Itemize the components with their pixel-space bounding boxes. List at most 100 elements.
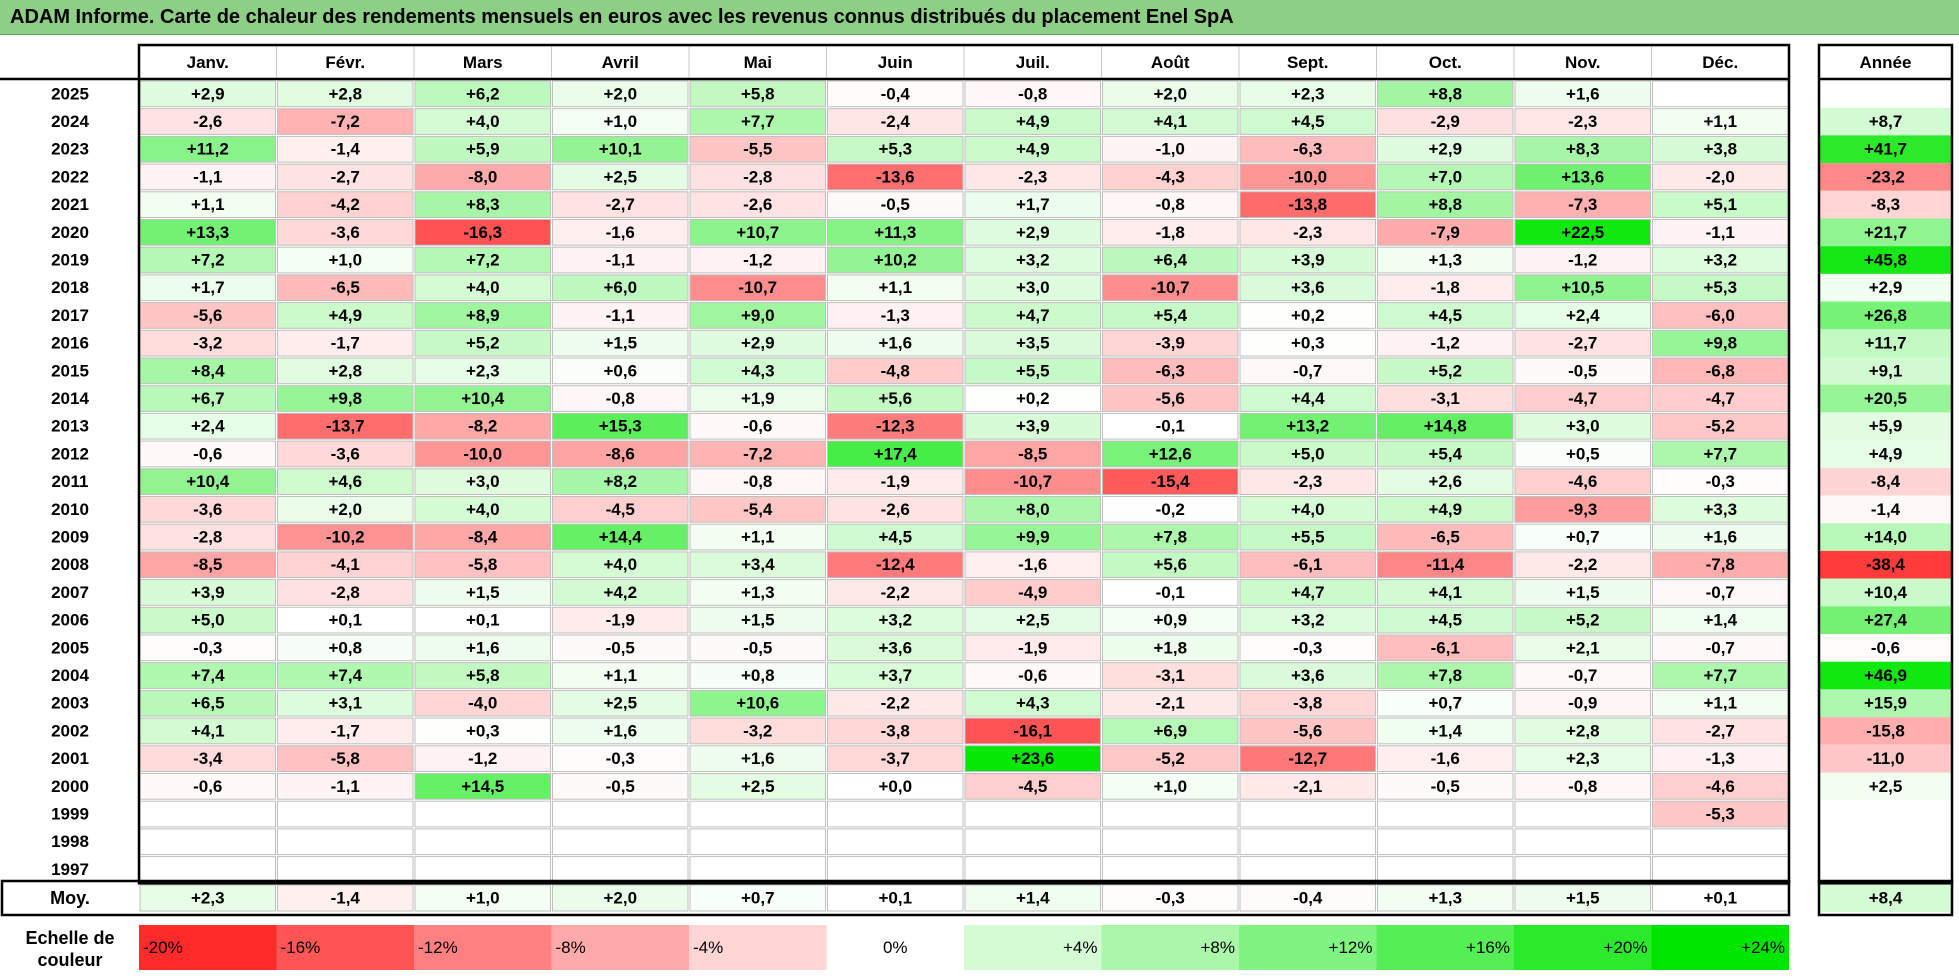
- heatmap-cell: [1102, 274, 1239, 302]
- heatmap-value: +0,5: [1566, 444, 1600, 463]
- heatmap-value: +10,1: [599, 140, 642, 159]
- heatmap-value: +2,4: [191, 417, 225, 436]
- heatmap-cell: [552, 828, 689, 856]
- heatmap-value: -0,7: [1293, 361, 1322, 380]
- heatmap-value: -2,3: [1018, 167, 1047, 186]
- heatmap-cell: [1239, 551, 1376, 579]
- heatmap-cell: [1652, 385, 1789, 412]
- heatmap-value: -6,3: [1156, 361, 1185, 380]
- heatmap-cell: [1514, 412, 1651, 440]
- annual-header-label: Année: [1860, 53, 1912, 72]
- heatmap-value: +2,1: [1566, 638, 1600, 657]
- heatmap-value: -2,6: [881, 500, 910, 519]
- heatmap-value: +3,0: [1016, 278, 1050, 297]
- heatmap-cell: [689, 800, 826, 828]
- heatmap-cell: [1239, 163, 1376, 191]
- annual-cell: [1819, 689, 1952, 718]
- heatmap-cell: [1377, 302, 1514, 329]
- year-label: 2025: [51, 84, 89, 103]
- heatmap-cell: [1652, 606, 1789, 634]
- heatmap-value: +3,9: [1291, 251, 1325, 270]
- heatmap-value: -13,7: [326, 417, 365, 436]
- heatmap-value: -10,0: [463, 444, 502, 463]
- heatmap-value: +1,0: [603, 112, 637, 131]
- heatmap-value: +2,5: [603, 694, 637, 713]
- year-label: 2012: [51, 444, 89, 463]
- heatmap-cell: [552, 412, 689, 440]
- heatmap-value: +3,6: [1291, 666, 1325, 685]
- heatmap-cell: [1239, 468, 1376, 495]
- year-label: 2019: [51, 251, 89, 270]
- heatmap-cell: [1239, 135, 1376, 163]
- heatmap-cell: [552, 689, 689, 717]
- heatmap-cell: [1102, 163, 1239, 191]
- heatmap-cell: [139, 385, 276, 412]
- heatmap-cell: [1514, 108, 1651, 135]
- heatmap-cell: [552, 219, 689, 246]
- heatmap-cell: [414, 717, 551, 745]
- heatmap-value: -1,2: [1431, 334, 1460, 353]
- heatmap-cell: [689, 357, 826, 385]
- heatmap-cell: [1377, 579, 1514, 606]
- average-value: -0,4: [1293, 888, 1323, 907]
- heatmap-cell: [1239, 856, 1376, 883]
- heatmap-cell: [414, 773, 551, 800]
- annual-value: -1,4: [1871, 500, 1901, 519]
- heatmap-cell: [1377, 135, 1514, 163]
- heatmap-cell: [277, 468, 414, 495]
- heatmap-cell: [277, 634, 414, 662]
- heatmap-cell: [1652, 274, 1789, 302]
- heatmap-value: +3,6: [1291, 278, 1325, 297]
- heatmap-value: -0,8: [606, 389, 635, 408]
- annual-cell: [1819, 246, 1952, 274]
- heatmap-cell: [1514, 496, 1651, 523]
- heatmap-value: +2,8: [328, 361, 362, 380]
- heatmap-cell: [1102, 468, 1239, 495]
- annual-value: +41,7: [1864, 140, 1907, 159]
- annual-value: +10,4: [1864, 583, 1908, 602]
- heatmap-cell: [1239, 662, 1376, 689]
- heatmap-value: -3,1: [1431, 389, 1460, 408]
- year-label: 2013: [51, 417, 89, 436]
- heatmap-value: -0,7: [1706, 583, 1735, 602]
- heatmap-cell: [414, 523, 551, 551]
- heatmap-cell: [1652, 856, 1789, 883]
- heatmap-value: -3,4: [193, 749, 223, 768]
- heatmap-cell: [139, 246, 276, 274]
- annual-cell: [1819, 495, 1952, 524]
- heatmap-value: +5,0: [1291, 444, 1325, 463]
- heatmap-cell: [1652, 551, 1789, 579]
- heatmap-value: +5,3: [1703, 278, 1737, 297]
- heatmap-value: +9,8: [1703, 334, 1737, 353]
- heatmap-cell: [552, 551, 689, 579]
- heatmap-value: -2,1: [1156, 694, 1185, 713]
- heatmap-cell: [1102, 496, 1239, 523]
- heatmap-value: +8,3: [466, 195, 500, 214]
- heatmap-cell: [277, 80, 414, 108]
- heatmap-value: +2,5: [741, 777, 775, 796]
- heatmap-value: -8,2: [468, 417, 497, 436]
- heatmap-cell: [1514, 80, 1651, 108]
- heatmap-value: -4,6: [1706, 777, 1735, 796]
- heatmap-value: +1,5: [603, 334, 637, 353]
- heatmap-value: -2,3: [1568, 112, 1597, 131]
- heatmap-cell: [827, 634, 964, 662]
- heatmap-value: -16,3: [463, 223, 502, 242]
- heatmap-cell: [552, 523, 689, 551]
- heatmap-cell: [827, 357, 964, 385]
- heatmap-value: +8,8: [1428, 84, 1462, 103]
- heatmap-cell: [1239, 800, 1376, 828]
- heatmap-value: +1,4: [1703, 611, 1737, 630]
- heatmap-value: +4,9: [1016, 140, 1050, 159]
- heatmap-cell: [139, 745, 276, 772]
- heatmap-value: +1,5: [466, 583, 500, 602]
- scale-label: +16%: [1466, 938, 1510, 957]
- heatmap-value: -3,6: [331, 223, 360, 242]
- heatmap-cell: [1377, 329, 1514, 357]
- heatmap-value: -1,4: [331, 140, 361, 159]
- heatmap-cell: [139, 468, 276, 495]
- heatmap-cell: [1652, 689, 1789, 717]
- heatmap-cell: [1377, 689, 1514, 717]
- heatmap-value: -0,6: [193, 444, 222, 463]
- heatmap-value: -12,4: [876, 555, 915, 574]
